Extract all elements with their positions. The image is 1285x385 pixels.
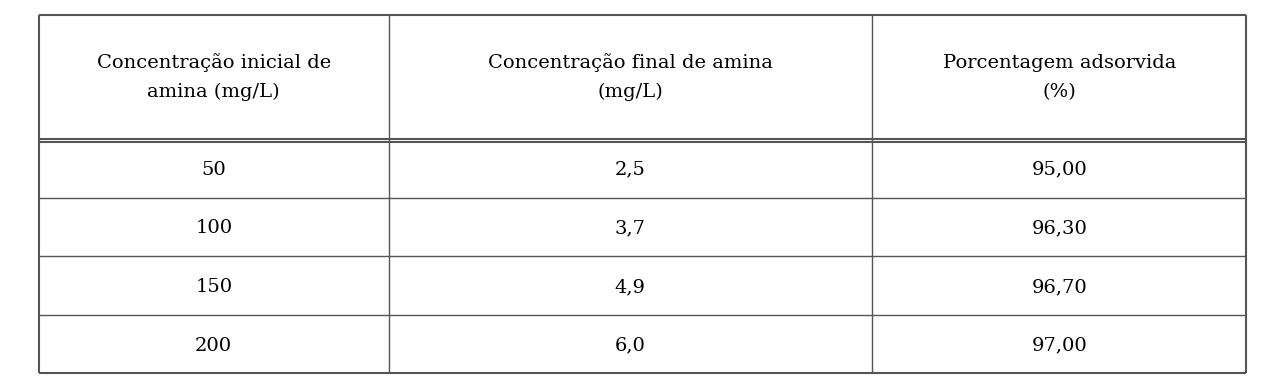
Text: 150: 150 (195, 278, 233, 296)
Text: 6,0: 6,0 (616, 336, 646, 355)
Text: Porcentagem adsorvida
(%): Porcentagem adsorvida (%) (942, 54, 1176, 101)
Text: 100: 100 (195, 219, 233, 238)
Text: 50: 50 (202, 161, 226, 179)
Text: Concentração inicial de
amina (mg/L): Concentração inicial de amina (mg/L) (96, 53, 330, 102)
Text: 96,30: 96,30 (1032, 219, 1087, 238)
Text: 200: 200 (195, 336, 233, 355)
Text: 3,7: 3,7 (616, 219, 646, 238)
Text: 4,9: 4,9 (616, 278, 646, 296)
Text: 2,5: 2,5 (616, 161, 646, 179)
Text: Concentração final de amina
(mg/L): Concentração final de amina (mg/L) (488, 53, 772, 102)
Text: 95,00: 95,00 (1032, 161, 1087, 179)
Text: 97,00: 97,00 (1032, 336, 1087, 355)
Text: 96,70: 96,70 (1032, 278, 1087, 296)
